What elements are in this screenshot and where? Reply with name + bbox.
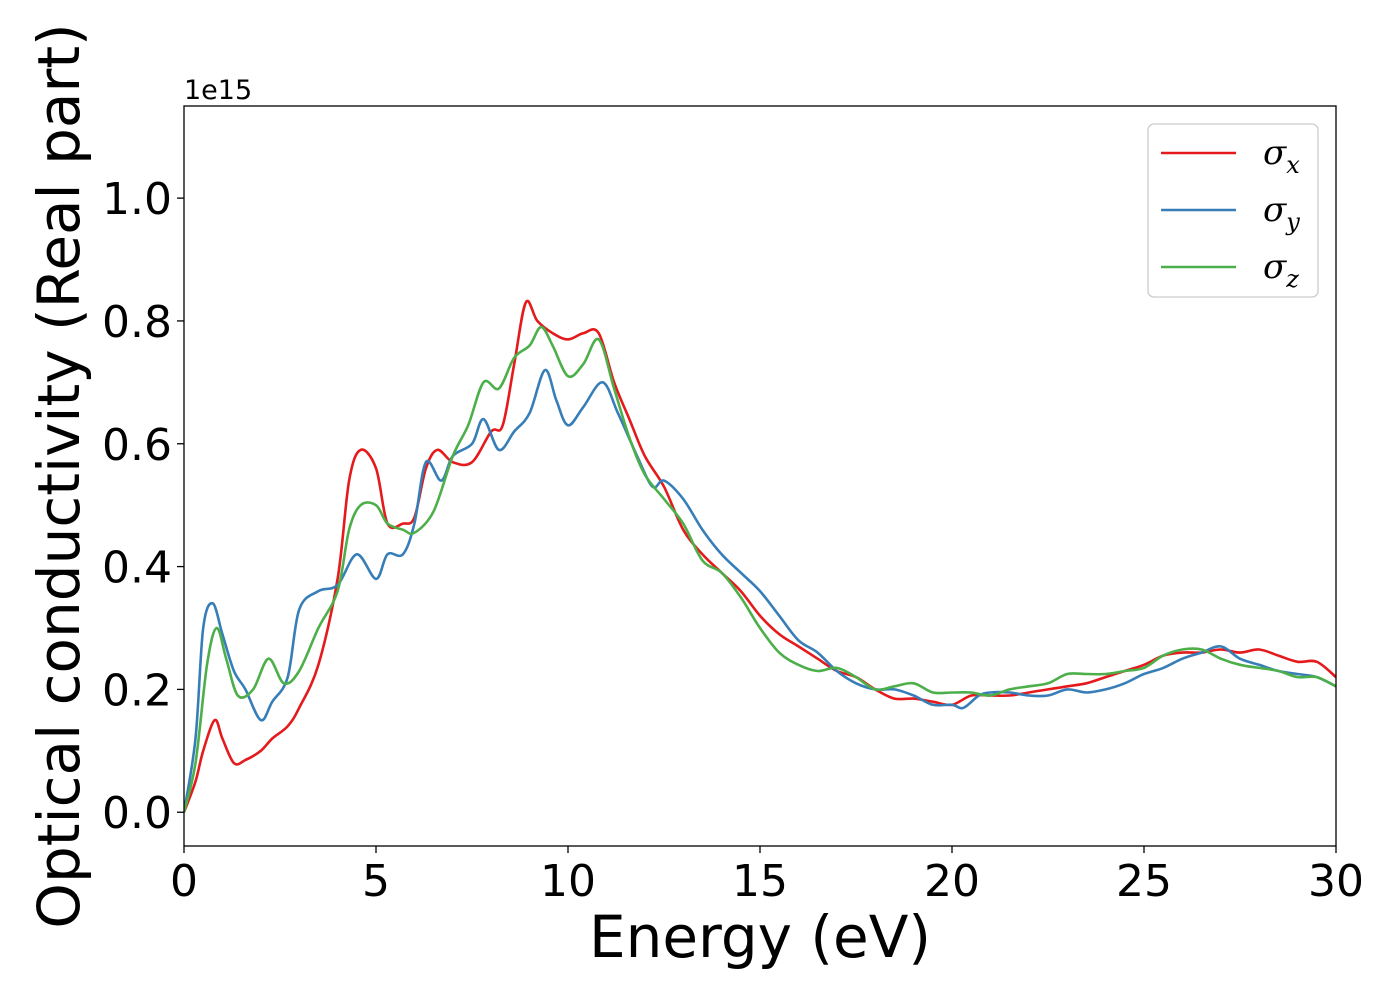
y-offset-label: 1e15 [184,75,252,106]
plot-background [184,106,1336,846]
legend-label-sigma-z: σz [1263,247,1299,293]
y-tick-label: 0.2 [102,665,172,716]
y-tick-label: 1.0 [102,174,172,225]
legend: σx σy σz [1147,123,1319,298]
x-tick-label: 10 [540,856,596,907]
x-tick-label: 15 [732,856,788,907]
series-layer [184,299,1336,813]
series-line-sigma-y [184,368,1336,813]
legend-label-sigma-y: σy [1263,190,1300,236]
x-axis-title: Energy (eV) [589,903,931,971]
x-axis-ticks: 0 5 10 15 20 25 30 [170,846,1364,907]
y-axis-title: Optical conductivity (Real part) [25,23,93,928]
series-line-sigma-z [184,325,1336,813]
x-tick-label: 30 [1308,856,1364,907]
x-tick-label: 5 [362,856,390,907]
y-tick-label: 0.0 [102,788,172,839]
legend-label-sigma-x: σx [1263,133,1300,179]
x-tick-label: 0 [170,856,198,907]
x-tick-label: 25 [1116,856,1172,907]
y-tick-label: 0.6 [102,420,172,471]
y-tick-label: 0.8 [102,297,172,348]
y-tick-label: 0.4 [102,543,172,594]
x-tick-label: 20 [924,856,980,907]
y-axis-ticks: 0.0 0.2 0.4 0.6 0.8 1.0 [102,174,184,839]
